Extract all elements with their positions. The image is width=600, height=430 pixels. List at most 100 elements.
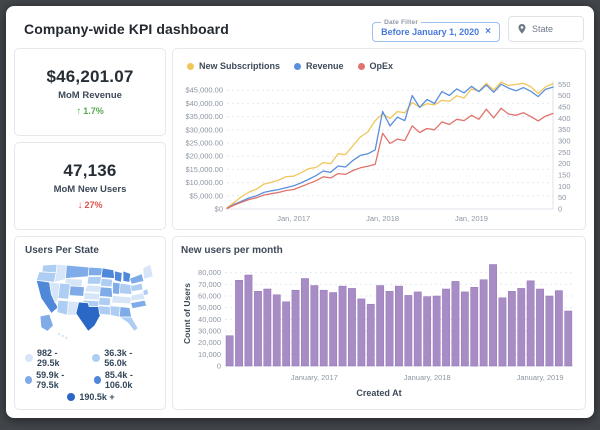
state-PA[interactable] xyxy=(130,282,144,293)
bar-Dec-2018[interactable] xyxy=(526,280,535,367)
bar-Feb-2018[interactable] xyxy=(432,295,441,367)
svg-text:$40,000.00: $40,000.00 xyxy=(185,99,223,108)
bar-Oct-2017[interactable] xyxy=(395,285,403,367)
state-NEng[interactable] xyxy=(142,263,154,280)
state-KY[interactable] xyxy=(111,295,133,305)
state-ID[interactable] xyxy=(53,263,67,283)
bar-Feb-2017[interactable] xyxy=(319,289,328,367)
date-filter-clear-icon[interactable]: × xyxy=(485,26,491,37)
svg-text:450: 450 xyxy=(558,103,571,112)
bar-Sep-2016[interactable] xyxy=(272,294,281,367)
bar-Apr-2019[interactable] xyxy=(564,310,573,367)
state-IL[interactable] xyxy=(112,281,121,295)
state-AK[interactable] xyxy=(39,313,54,332)
bar-Jul-2016[interactable] xyxy=(254,291,262,367)
bar-Jun-2016[interactable] xyxy=(244,274,253,367)
map-legend-bucket-1: 982 - 29.5k xyxy=(25,348,82,368)
bar-Dec-2016[interactable] xyxy=(301,278,309,367)
bar-Jan-2017[interactable] xyxy=(310,285,319,367)
bar-Nov-2017[interactable] xyxy=(404,295,413,367)
bar-Nov-2016[interactable] xyxy=(291,289,300,367)
bar-Oct-2018[interactable] xyxy=(507,291,516,367)
us-choropleth-map[interactable] xyxy=(25,258,157,346)
bar-May-2016[interactable] xyxy=(235,280,243,367)
svg-text:$45,000.00: $45,000.00 xyxy=(185,86,223,95)
state-SD[interactable] xyxy=(86,276,102,285)
svg-text:20,000: 20,000 xyxy=(198,338,221,347)
legend-item-opex[interactable]: OpEx xyxy=(357,61,393,71)
svg-text:$15,000.00: $15,000.00 xyxy=(185,165,223,174)
bar-Feb-2019[interactable] xyxy=(545,295,554,367)
legend-item-new-subscriptions[interactable]: New Subscriptions xyxy=(187,61,280,71)
legend-dot-icon xyxy=(93,376,101,384)
users-per-state-card: Users Per State 982 - 29.5k 36.3k - 56.0… xyxy=(14,236,166,410)
legend-item-revenue[interactable]: Revenue xyxy=(294,61,344,71)
revenue-line-chart[interactable]: $45,000.00 $40,000.00 $35,000.00 $30,000.00… xyxy=(181,75,579,225)
bar-Mar-2018[interactable] xyxy=(442,288,450,367)
legend-label: Revenue xyxy=(306,61,344,71)
state-CO[interactable] xyxy=(68,285,85,297)
kpi-label: MoM New Users xyxy=(53,184,127,195)
state-MN[interactable] xyxy=(101,267,115,279)
svg-text:0: 0 xyxy=(217,362,221,371)
state-NE[interactable] xyxy=(83,284,103,293)
state-ND[interactable] xyxy=(87,266,103,276)
state-TX[interactable] xyxy=(75,301,101,332)
state-NV[interactable] xyxy=(49,281,61,304)
legend-dot-icon xyxy=(67,393,76,401)
bar-Nov-2018[interactable] xyxy=(517,288,526,367)
bar-May-2017[interactable] xyxy=(348,288,356,367)
state-KS[interactable] xyxy=(83,292,101,301)
svg-text:150: 150 xyxy=(558,171,571,180)
state-HI[interactable] xyxy=(65,336,68,340)
state-VA[interactable] xyxy=(130,292,146,302)
bar-Oct-2016[interactable] xyxy=(282,301,291,367)
bar-Jul-2018[interactable] xyxy=(479,279,488,367)
line-chart-legend: New Subscriptions Revenue OpEx xyxy=(181,57,577,75)
state-NC[interactable] xyxy=(130,299,148,309)
bar-Apr-2018[interactable] xyxy=(451,281,460,367)
bar-May-2018[interactable] xyxy=(460,291,469,367)
state-FL[interactable] xyxy=(118,316,139,332)
state-MT[interactable] xyxy=(65,264,90,279)
state-UT[interactable] xyxy=(57,282,71,300)
new-users-bar-chart[interactable]: 80,000 70,000 60,000 50,000 40,000 30,000 20,0… xyxy=(181,256,579,390)
state-NY[interactable] xyxy=(129,273,145,285)
bar-Jul-2017[interactable] xyxy=(366,303,375,367)
svg-text:350: 350 xyxy=(558,125,571,134)
state-MS[interactable] xyxy=(109,305,121,318)
date-filter[interactable]: Date Filter Before January 1, 2020 × xyxy=(372,19,500,42)
bar-Jan-2018[interactable] xyxy=(423,296,432,367)
svg-text:300: 300 xyxy=(558,137,571,146)
arrow-up-icon: ↑ xyxy=(76,106,82,117)
bar-Sep-2018[interactable] xyxy=(498,297,507,367)
bar-Apr-2016[interactable] xyxy=(225,335,234,367)
svg-text:Jan, 2018: Jan, 2018 xyxy=(366,214,399,223)
arrow-down-icon: ↓ xyxy=(77,200,83,211)
bar-Mar-2017[interactable] xyxy=(329,292,338,367)
bar-Jun-2018[interactable] xyxy=(470,287,479,367)
state-OH[interactable] xyxy=(118,282,133,295)
state-WA[interactable] xyxy=(41,263,58,274)
state-GA[interactable] xyxy=(118,306,132,318)
bar-Mar-2019[interactable] xyxy=(554,290,563,367)
bar-Jan-2019[interactable] xyxy=(536,288,544,367)
state-AR[interactable] xyxy=(98,296,112,307)
state-IA[interactable] xyxy=(100,278,114,288)
state-WI[interactable] xyxy=(114,270,123,283)
state-MD[interactable] xyxy=(142,288,149,296)
state-HI[interactable] xyxy=(61,334,64,338)
bar-Aug-2017[interactable] xyxy=(376,285,385,367)
bar-Sep-2017[interactable] xyxy=(385,291,394,367)
state-HI[interactable] xyxy=(57,332,61,336)
state-AZ[interactable] xyxy=(56,299,69,316)
bar-Dec-2017[interactable] xyxy=(413,291,422,367)
svg-text:10,000: 10,000 xyxy=(198,350,221,359)
state-MO[interactable] xyxy=(99,286,114,298)
bar-Aug-2016[interactable] xyxy=(263,288,272,367)
bar-Jun-2017[interactable] xyxy=(357,298,366,367)
state-filter[interactable]: State xyxy=(508,16,584,42)
bar-Aug-2018[interactable] xyxy=(489,264,497,367)
state-MI[interactable] xyxy=(122,270,131,283)
bar-Apr-2017[interactable] xyxy=(338,285,347,367)
